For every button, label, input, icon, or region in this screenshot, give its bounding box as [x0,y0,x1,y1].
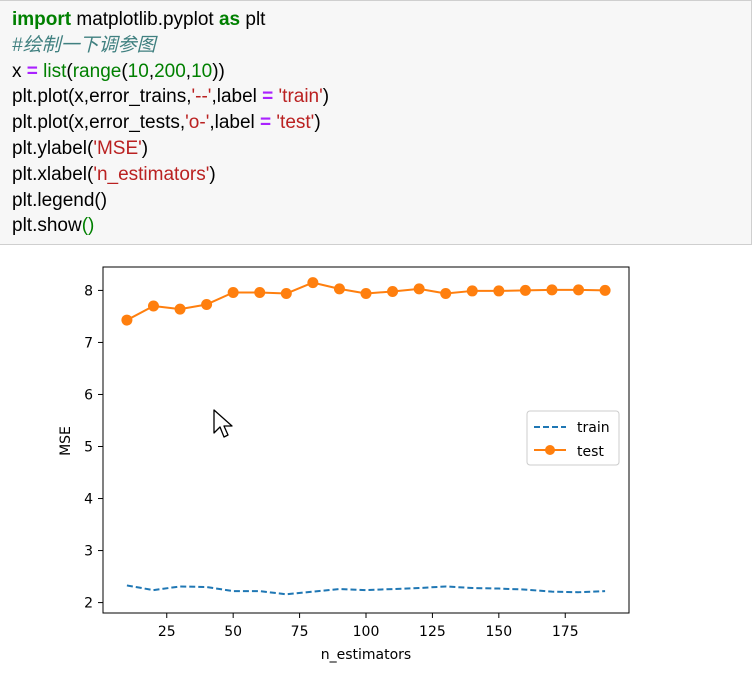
legend-test-label: test [577,444,604,460]
code-line[interactable]: plt.xlabel('n_estimators') [12,162,329,188]
code-line[interactable]: #绘制一下调参图 [12,33,329,59]
code-token: = [26,60,38,82]
code-token: #绘制一下调参图 [12,34,156,56]
code-token: ) [209,163,216,185]
y-tick-label: 6 [84,387,93,403]
code-token: = [262,86,274,108]
code-token: , [185,60,192,82]
y-axis-label: MSE [58,426,74,456]
code-token: 'n_estimators' [93,163,210,185]
x-tick-label: 175 [552,624,579,640]
y-tick-label: 5 [84,440,93,456]
code-token: 'o-' [185,112,210,134]
series-test-point [546,284,558,296]
code-token: plt [240,9,266,30]
y-tick-label: 3 [84,544,93,560]
code-line[interactable]: plt.plot(x,error_trains,'--',label = 'tr… [12,84,329,110]
series-test-point [466,285,478,297]
series-test-point [147,300,159,312]
series-test-point [174,303,186,315]
code-token: ) [314,112,321,134]
code-token: () [81,215,95,237]
legend-test-marker [545,445,555,455]
code-line[interactable]: plt.plot(x,error_tests,'o-',label = 'tes… [12,110,329,136]
code-token: x [12,60,27,82]
code-token: 'test' [276,112,315,134]
code-token: 10 [191,60,213,82]
y-tick-label: 2 [84,596,93,612]
code-token: ( [121,60,128,82]
code-token: plt.legend() [12,189,108,211]
y-tick-label: 8 [84,283,93,299]
code-token: plt.plot(x,error_tests, [12,112,186,134]
series-test-point [440,288,452,300]
series-test-point [121,314,133,326]
legend: train test [526,410,620,466]
x-tick-label: 75 [291,624,309,640]
code-token: 200 [154,60,186,82]
series-test-point [254,286,266,298]
series-test-point [493,285,505,297]
x-tick-label: 25 [158,624,176,640]
series-test-point [519,284,531,296]
series-test-point [413,283,425,295]
code-token: ,label [209,112,261,134]
code-token: 'train' [278,86,323,108]
series-train-line [126,584,606,596]
x-tick-label: 100 [353,624,380,640]
code-token: ) [141,137,149,159]
code-token: 'MSE' [93,137,142,159]
x-axis-label: n_estimators [321,647,411,663]
code-editor[interactable]: import matplotlib.pyplot as plt #绘制一下调参图 x… [12,7,329,239]
code-token: ,label [211,86,263,108]
series-test-point [227,286,239,298]
code-cell[interactable]: import matplotlib.pyplot as plt #绘制一下调参图 x… [0,0,752,245]
code-token: import [12,9,72,30]
x-tick-label: 150 [485,624,512,640]
y-tick-label: 4 [84,492,93,508]
x-axis: 25 50 75 100 125 150 175 [158,613,579,640]
series-test-point [573,284,585,296]
x-tick-label: 125 [419,624,446,640]
code-line[interactable]: plt.show() [12,213,329,239]
code-token: = [260,112,272,134]
code-line[interactable]: plt.ylabel('MSE') [12,136,329,162]
series-test-point [201,298,213,310]
code-line[interactable]: import matplotlib.pyplot as plt [12,7,329,33]
series-test-point [599,284,611,296]
code-line[interactable]: plt.legend() [12,188,329,214]
y-axis: 2 3 4 5 6 7 8 [84,283,103,612]
code-token: 10 [127,60,149,82]
code-token: ( [66,60,73,82]
series-test-point [387,285,399,297]
code-token: '--' [191,86,212,108]
code-token: as [218,9,241,30]
code-token: )) [212,60,225,82]
code-line[interactable]: x = list(range(10,200,10)) [12,59,329,85]
code-token: plt.ylabel( [12,137,94,159]
legend-train-label: train [577,420,610,436]
series-test-point [360,288,372,300]
series-layer [121,277,611,596]
code-token: plt.xlabel( [12,163,94,185]
code-token: plt.plot(x,error_trains, [12,86,192,108]
code-token: list [43,60,67,82]
code-token: plt.show [12,215,82,237]
y-tick-label: 7 [84,335,93,351]
x-tick-label: 50 [224,624,242,640]
series-test-point [280,288,292,300]
series-test-point [307,277,319,289]
code-token: , [148,60,155,82]
series-test-point [333,283,345,295]
mouse-cursor-icon [213,409,233,438]
code-token: ) [322,86,330,108]
code-token: matplotlib.pyplot [71,9,219,30]
code-token: range [72,60,122,82]
